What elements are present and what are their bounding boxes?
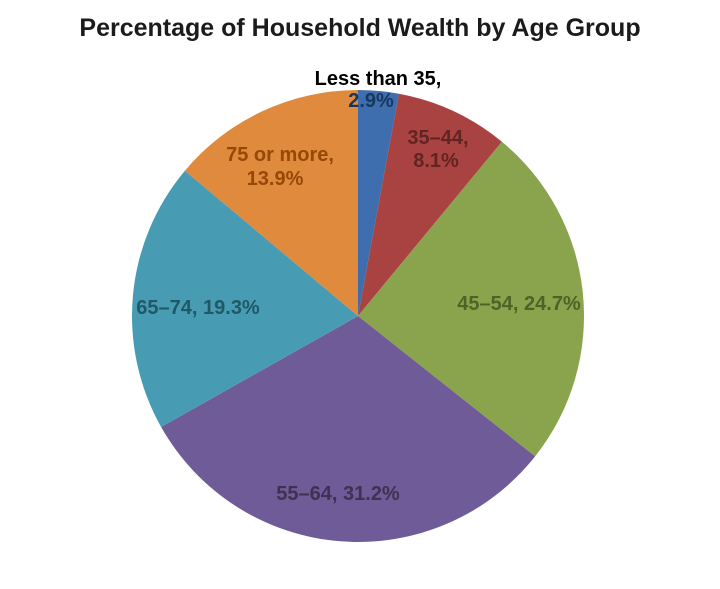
pie-slice-less-than-35 (358, 90, 399, 316)
pie-slice-35-44 (358, 93, 502, 316)
pie-slice-45-54 (358, 141, 585, 457)
pie-slice-55-64 (161, 316, 536, 543)
pie-slice-65-74 (132, 170, 358, 427)
chart-title: Percentage of Household Wealth by Age Gr… (79, 14, 641, 42)
pie-slice-75-or-more (184, 90, 358, 316)
